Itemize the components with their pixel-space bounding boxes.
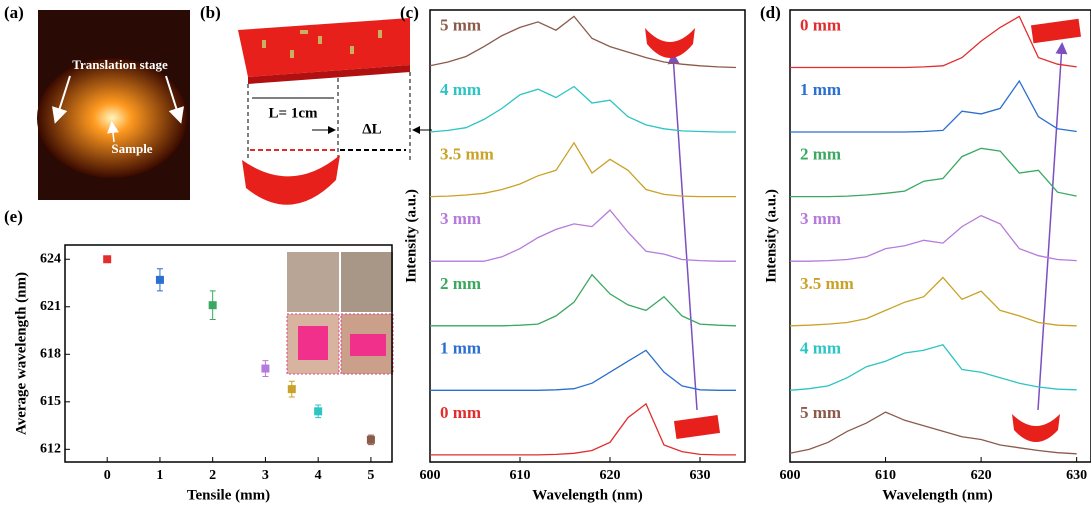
trend-arrow — [673, 55, 697, 410]
panel-label: (a) — [4, 3, 24, 22]
x-tick-label: 600 — [780, 468, 801, 483]
x-axis-label: Tensile (mm) — [187, 487, 270, 503]
x-tick-label: 630 — [690, 468, 711, 483]
series-label: 3 mm — [800, 209, 841, 228]
x-tick-label: 3 — [262, 468, 269, 483]
y-axis-label: Average wavelength (nm) — [13, 272, 29, 435]
inset-photos — [287, 252, 393, 374]
y-axis-label: Intensity (a.u.) — [763, 189, 779, 283]
y-axis-label: Intensity (a.u.) — [403, 189, 419, 283]
panel-label: (e) — [4, 207, 23, 226]
series-label: 2 mm — [440, 274, 481, 293]
x-tick-label: 620 — [600, 468, 621, 483]
y-tick-label: 624 — [40, 251, 61, 266]
point — [103, 255, 111, 263]
x-axis-label: Wavelength (nm) — [882, 487, 992, 503]
point — [314, 407, 322, 415]
x-tick-label: 4 — [315, 468, 322, 483]
series-label: 1 mm — [440, 338, 481, 357]
x-tick-label: 610 — [510, 468, 531, 483]
series-label: 4 mm — [800, 338, 841, 357]
panel-label: (b) — [200, 3, 221, 22]
series-label: 0 mm — [800, 16, 841, 35]
y-tick-label: 615 — [40, 394, 61, 409]
series-label: 3 mm — [440, 209, 481, 228]
film-icon — [674, 415, 720, 439]
series-label: 0 mm — [440, 403, 481, 422]
x-tick-label: 0 — [104, 468, 111, 483]
stretched-film — [242, 155, 340, 205]
film-icon — [645, 28, 695, 58]
point — [261, 365, 269, 373]
annotation: Translation stage — [72, 57, 168, 72]
y-tick-label: 612 — [40, 442, 61, 457]
plot-frame — [430, 10, 745, 462]
x-tick-label: 630 — [1066, 468, 1087, 483]
delta-label: ΔL — [362, 121, 381, 137]
series-label: 3.5 mm — [440, 145, 494, 164]
photo-glow — [37, 58, 187, 178]
panel-label: (d) — [760, 3, 781, 22]
series-label: 4 mm — [440, 80, 481, 99]
series-label: 5 mm — [800, 403, 841, 422]
x-tick-label: 620 — [971, 468, 992, 483]
point — [367, 436, 375, 444]
x-tick-label: 2 — [209, 468, 216, 483]
figure: (a) Translation stage Sample (b) L= 1cm … — [0, 0, 1091, 506]
x-tick-label: 600 — [420, 468, 441, 483]
point — [288, 385, 296, 393]
film-icon — [1012, 414, 1060, 442]
point — [156, 276, 164, 284]
x-tick-label: 5 — [367, 468, 374, 483]
series-label: 5 mm — [440, 16, 481, 35]
trend-arrow — [1038, 45, 1062, 410]
series-label: 3.5 mm — [800, 274, 854, 293]
film-icon — [1031, 19, 1081, 44]
panel-label: (c) — [400, 3, 419, 22]
series-label: 2 mm — [800, 145, 841, 164]
x-axis-label: Wavelength (nm) — [532, 487, 642, 503]
y-tick-label: 621 — [40, 299, 61, 314]
x-tick-label: 1 — [156, 468, 163, 483]
series-label: 1 mm — [800, 80, 841, 99]
annotation: Sample — [111, 141, 152, 156]
y-tick-label: 618 — [40, 347, 61, 362]
x-tick-label: 610 — [875, 468, 896, 483]
plot-frame — [790, 10, 1091, 462]
point — [209, 301, 217, 309]
length-label: L= 1cm — [269, 105, 318, 121]
